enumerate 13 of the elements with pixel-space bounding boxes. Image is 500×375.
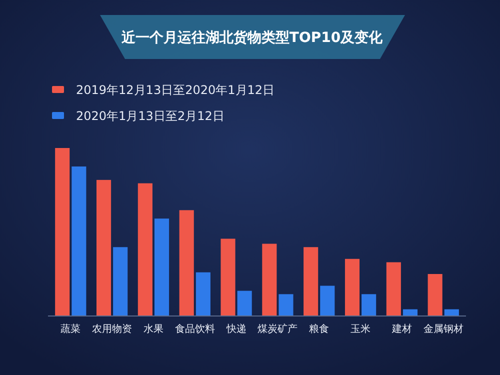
x-tick-label: 水果 [143,323,164,335]
x-tick-label: 农用物资 [92,323,132,335]
x-tick-label: 建材 [390,323,412,335]
x-tick-label: 粮食 [309,323,330,335]
legend-label: 2019年12月13日至2020年1月12日 [76,83,275,97]
x-tick-label: 蔬菜 [60,323,81,335]
x-tick-label: 食品饮料 [174,323,215,335]
x-tick-label: 煤炭矿产 [258,323,298,335]
legend-label: 2020年1月13日至2月12日 [76,109,224,123]
x-tick-label: 快递 [225,323,246,335]
chart-title: 近一个月运往湖北货物类型TOP10及变化 [120,29,384,46]
x-tick-label: 玉米 [350,323,371,335]
x-tick-label: 金属钢材 [423,323,464,335]
